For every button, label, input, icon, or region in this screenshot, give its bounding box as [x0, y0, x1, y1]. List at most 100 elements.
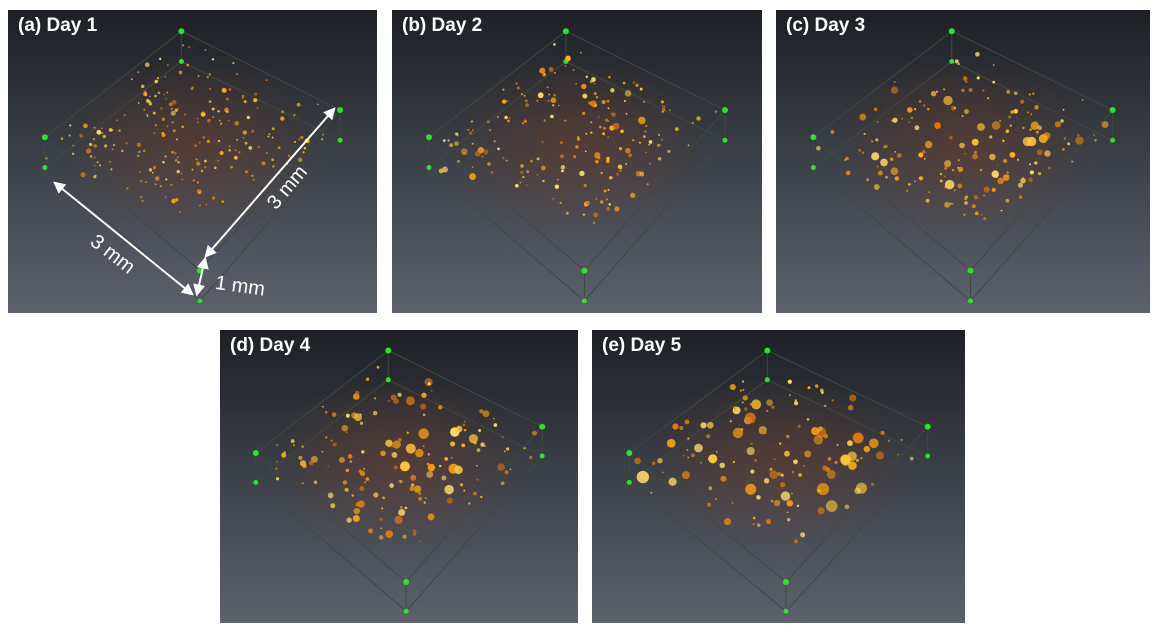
particle [926, 199, 930, 203]
particle [155, 176, 160, 181]
particle [639, 172, 644, 177]
particle [638, 117, 646, 125]
particle [1003, 159, 1007, 163]
particle [454, 141, 459, 146]
particle [754, 459, 756, 461]
particle [1020, 178, 1026, 184]
particle [93, 138, 95, 140]
particle [982, 90, 984, 92]
particle [696, 116, 700, 120]
haze [648, 374, 909, 550]
particle [752, 523, 755, 526]
particle [733, 406, 737, 410]
particle [864, 133, 866, 135]
particle [166, 125, 168, 127]
particle [613, 123, 620, 130]
particle [230, 166, 233, 169]
particle [997, 178, 1004, 185]
particle [86, 148, 91, 153]
particle [181, 173, 183, 175]
corner-marker [582, 298, 587, 303]
particle [557, 179, 559, 181]
particle [272, 127, 275, 130]
particle [471, 120, 473, 122]
particle [687, 437, 689, 439]
particle [461, 443, 465, 447]
particle [192, 86, 194, 88]
particle [543, 73, 546, 76]
particle [984, 187, 990, 193]
particle [675, 127, 679, 131]
particle [236, 73, 238, 75]
particle [724, 518, 731, 525]
particle [196, 162, 200, 166]
particle [251, 130, 254, 133]
particle [888, 440, 890, 442]
particle [834, 461, 837, 464]
particle [272, 165, 275, 168]
particle [391, 394, 397, 400]
particle [212, 116, 214, 118]
particle [672, 423, 678, 429]
particle [1044, 150, 1050, 156]
particle [69, 134, 71, 136]
particle [742, 389, 744, 391]
particle [543, 119, 545, 121]
particle [522, 122, 524, 124]
particle [854, 488, 861, 495]
particle [175, 198, 179, 202]
particle [497, 116, 499, 118]
particle [536, 99, 539, 102]
particle [813, 435, 823, 445]
particle [113, 144, 115, 146]
particle [901, 118, 903, 120]
particle [944, 202, 950, 208]
particle [104, 144, 107, 147]
particle [944, 176, 946, 178]
particle [1014, 92, 1017, 95]
particle [611, 113, 613, 115]
particle [625, 148, 631, 154]
particle [138, 151, 140, 153]
particle [847, 440, 853, 446]
particle [708, 486, 712, 490]
corner-marker [811, 165, 816, 170]
particle [595, 198, 597, 200]
particle [583, 213, 585, 215]
particle [747, 447, 755, 455]
panel-label: (c) Day 3 [786, 15, 865, 36]
particle [593, 222, 595, 224]
particle [1032, 93, 1034, 95]
particle [661, 139, 663, 141]
particle [101, 127, 103, 129]
particle [218, 140, 220, 142]
particle [261, 161, 265, 165]
particle [934, 122, 941, 129]
particle [530, 160, 533, 163]
panel-label: (a) Day 1 [18, 15, 98, 36]
particle [1034, 105, 1039, 110]
particle [347, 517, 352, 522]
particle [159, 58, 161, 60]
particle [918, 152, 923, 157]
particle [431, 390, 433, 392]
particle [197, 182, 199, 184]
particle [389, 483, 394, 488]
particle [811, 427, 819, 435]
particle [1036, 162, 1038, 164]
particle [193, 179, 195, 181]
particle [980, 169, 982, 171]
particle [174, 152, 176, 154]
particle [177, 170, 180, 173]
particle [415, 449, 423, 457]
corner-marker [967, 268, 973, 274]
particle [623, 82, 626, 85]
particle [145, 181, 147, 183]
particle [293, 114, 296, 117]
particle [992, 188, 996, 192]
particle [610, 88, 614, 92]
particle [983, 195, 985, 197]
particle [529, 456, 533, 460]
particle [257, 107, 259, 109]
particle [1030, 170, 1034, 174]
